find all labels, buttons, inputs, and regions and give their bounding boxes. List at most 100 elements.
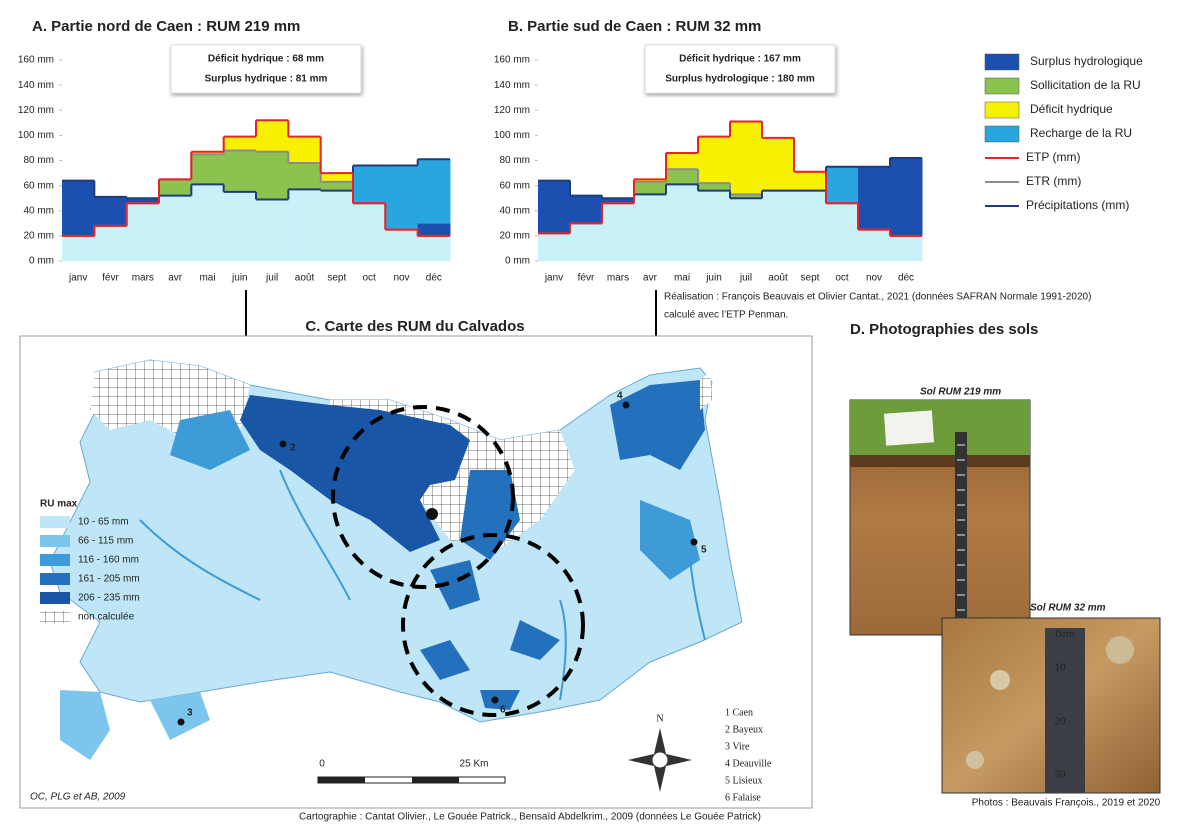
map: 2 3 4 5 6 bbox=[49, 359, 743, 760]
y-tick-label: 0 mm bbox=[29, 256, 54, 267]
recharge-area bbox=[385, 165, 419, 230]
photo-stone bbox=[1106, 636, 1134, 664]
town-marker: 4 bbox=[617, 391, 623, 402]
x-tick-label: juin bbox=[231, 273, 248, 284]
map-legend-swatch bbox=[40, 554, 70, 566]
photo-soil bbox=[850, 455, 1030, 467]
y-tick-label: 160 mm bbox=[18, 55, 54, 66]
photo-credit: Photos : Beauvais François., 2019 et 202… bbox=[972, 798, 1161, 809]
base-area bbox=[890, 235, 923, 261]
town-name: 1 Caen bbox=[725, 707, 753, 718]
town-name: 6 Falaise bbox=[725, 792, 761, 803]
map-zone bbox=[460, 470, 520, 560]
town-name: 5 Lisieux bbox=[725, 775, 763, 786]
deficit-area bbox=[634, 179, 667, 182]
x-tick-label: janv bbox=[68, 273, 87, 284]
x-tick-label: mars bbox=[132, 273, 154, 284]
surplus-area bbox=[570, 195, 603, 224]
town-dot bbox=[426, 508, 438, 520]
x-tick-label: janv bbox=[544, 273, 563, 284]
north-label: N bbox=[656, 713, 663, 724]
map-author: OC, PLG et AB, 2009 bbox=[30, 792, 126, 803]
base-area bbox=[634, 194, 667, 261]
map-legend-label: 116 - 160 mm bbox=[78, 555, 139, 566]
x-tick-label: juil bbox=[265, 273, 278, 284]
town-name: 4 Deauville bbox=[725, 758, 772, 769]
surplus-area bbox=[890, 157, 923, 236]
map-zone bbox=[610, 380, 705, 470]
recharge-area bbox=[353, 165, 386, 204]
deficit-area bbox=[666, 152, 699, 170]
y-tick-label: 100 mm bbox=[18, 130, 54, 141]
scale-label: 0 bbox=[319, 759, 325, 770]
section-title: C. Carte des RUM du Calvados bbox=[305, 318, 524, 335]
focus-circle bbox=[401, 533, 585, 717]
deficit-area bbox=[730, 121, 763, 195]
x-tick-label: mai bbox=[199, 273, 215, 284]
annotation: Déficit hydrique : 68 mm bbox=[208, 54, 324, 65]
legend-swatch bbox=[984, 101, 1020, 119]
town-marker: 3 bbox=[187, 708, 193, 719]
surplus-area bbox=[417, 223, 451, 236]
recharge-area bbox=[417, 159, 451, 224]
x-tick-label: févr bbox=[578, 273, 595, 284]
ruler-label: 10 bbox=[1054, 663, 1066, 674]
deficit-area bbox=[794, 171, 827, 191]
sollicitation-area bbox=[730, 194, 763, 199]
x-tick-label: mars bbox=[607, 273, 629, 284]
town-name: 2 Bayeux bbox=[725, 724, 763, 735]
x-tick-label: juil bbox=[739, 273, 752, 284]
legend: Surplus hydrologique Sollicitation de la … bbox=[984, 53, 1143, 212]
chart-title: B. Partie sud de Caen : RUM 32 mm bbox=[508, 18, 761, 35]
y-tick-label: 40 mm bbox=[499, 205, 530, 216]
deficit-area bbox=[288, 136, 322, 164]
base-area bbox=[858, 229, 891, 261]
y-tick-label: 60 mm bbox=[499, 180, 530, 191]
base-area bbox=[602, 203, 635, 261]
base-area bbox=[417, 235, 451, 261]
base-area bbox=[826, 203, 859, 261]
sollicitation-area bbox=[223, 150, 257, 192]
base-area bbox=[385, 229, 419, 261]
map-credit: Cartographie : Cantat Olivier., Le Gouée… bbox=[299, 812, 761, 823]
photo-ruler bbox=[1045, 628, 1085, 793]
town-name: 3 Vire bbox=[725, 741, 750, 752]
base-area bbox=[794, 190, 827, 261]
legend-swatch bbox=[984, 125, 1020, 143]
town-marker: 5 bbox=[701, 545, 707, 556]
deficit-area bbox=[762, 137, 795, 191]
hatched-area bbox=[700, 372, 712, 410]
x-tick-label: févr bbox=[102, 273, 119, 284]
legend-label: ETR (mm) bbox=[1026, 174, 1081, 188]
base-area bbox=[666, 184, 699, 261]
focus-circle bbox=[331, 405, 515, 589]
map-legend-label: 10 - 65 mm bbox=[78, 517, 129, 528]
x-tick-label: déc bbox=[898, 273, 914, 284]
recharge-area bbox=[826, 166, 859, 204]
x-tick-label: déc bbox=[426, 273, 442, 284]
chart-title: A. Partie nord de Caen : RUM 219 mm bbox=[32, 18, 300, 35]
photo-stone bbox=[990, 670, 1010, 690]
annotation: Surplus hydrologique : 180 mm bbox=[665, 74, 815, 85]
legend-label: ETP (mm) bbox=[1026, 150, 1080, 164]
scale-bar bbox=[318, 777, 459, 783]
credit-text: calculé avec l’ETP Penman. bbox=[664, 310, 788, 321]
ruler-label: 0cm bbox=[1056, 630, 1075, 641]
y-tick-label: 120 mm bbox=[494, 105, 530, 116]
map-legend-label: non calculée bbox=[78, 612, 135, 623]
town-dot bbox=[491, 696, 499, 704]
sollicitation-area bbox=[320, 181, 354, 191]
legend-label: Déficit hydrique bbox=[1030, 102, 1113, 116]
legend-label: Recharge de la RU bbox=[1030, 126, 1132, 140]
x-tick-label: août bbox=[768, 273, 788, 284]
surplus-area bbox=[126, 198, 160, 204]
y-tick-label: 140 mm bbox=[18, 80, 54, 91]
map-legend-swatch bbox=[40, 516, 70, 528]
annotation-box bbox=[644, 44, 836, 94]
scale-label: 25 Km bbox=[460, 759, 489, 770]
base-area bbox=[256, 199, 289, 261]
river bbox=[139, 469, 706, 701]
deficit-area bbox=[191, 151, 225, 155]
photo-card bbox=[883, 410, 935, 446]
base-area bbox=[126, 203, 160, 261]
